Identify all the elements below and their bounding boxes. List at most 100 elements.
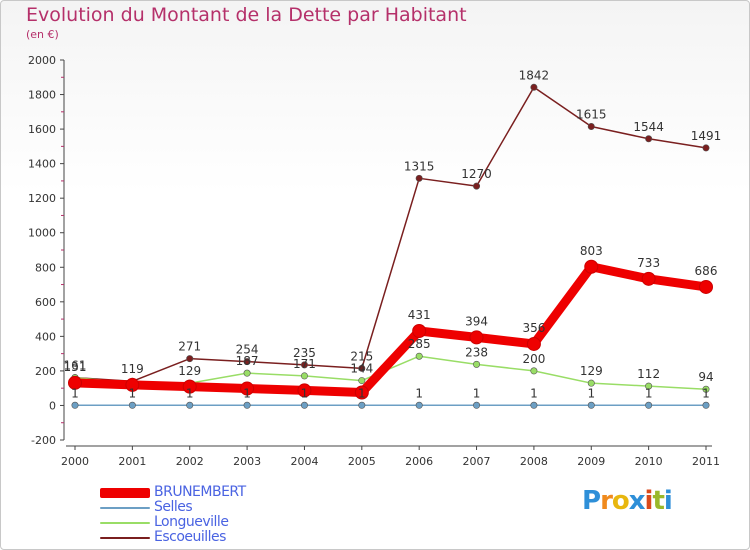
data-label-escoeuilles: 1315 <box>404 159 435 173</box>
data-point-brunembert <box>641 271 656 286</box>
series-line-brunembert <box>70 262 711 397</box>
data-label-brunembert: 356 <box>522 321 545 335</box>
data-point-longueville <box>473 360 481 368</box>
data-label-selles: 1 <box>587 386 595 400</box>
data-point-selles <box>473 401 481 409</box>
data-label-longueville: 187 <box>236 354 259 368</box>
y-tick-label: 600 <box>35 296 56 309</box>
data-label-selles: 1 <box>71 386 79 400</box>
data-label-longueville: 144 <box>350 362 373 376</box>
x-tick-label: 2004 <box>290 455 318 468</box>
data-point-escoeuilles <box>186 355 194 363</box>
legend-swatch <box>100 522 150 524</box>
data-label-longueville: 112 <box>637 367 660 381</box>
data-point-escoeuilles <box>358 364 366 372</box>
data-label-brunembert: 803 <box>580 244 603 258</box>
legend-swatch <box>100 507 150 509</box>
logo-letter: o <box>611 486 630 516</box>
data-point-selles <box>300 401 308 409</box>
data-point-brunembert <box>297 383 312 398</box>
data-label-escoeuilles: 1842 <box>519 68 550 82</box>
data-point-selles <box>243 401 251 409</box>
data-label-brunembert: 119 <box>121 362 144 376</box>
data-point-longueville <box>530 367 538 375</box>
data-label-selles: 1 <box>645 386 653 400</box>
data-point-brunembert <box>469 330 484 345</box>
legend-item: Longueville <box>100 514 320 530</box>
x-tick-label: 2011 <box>692 455 720 468</box>
data-point-brunembert <box>526 336 541 351</box>
y-tick-label: 0 <box>49 399 56 412</box>
legend-label: BRUNEMBERT <box>154 484 246 500</box>
data-label-longueville: 238 <box>465 345 488 359</box>
data-label-selles: 1 <box>129 386 137 400</box>
x-tick-label: 2010 <box>635 455 663 468</box>
data-point-escoeuilles <box>587 123 595 131</box>
data-point-brunembert <box>68 375 82 390</box>
y-tick-label: -200 <box>31 434 56 447</box>
data-point-longueville <box>645 382 653 390</box>
data-point-longueville <box>243 369 251 377</box>
data-label-brunembert: 686 <box>695 264 718 278</box>
legend-label: Escoeuilles <box>154 529 226 545</box>
legend-item: Escoeuilles <box>100 529 320 545</box>
y-tick-label: 1800 <box>28 89 56 102</box>
data-point-escoeuilles <box>415 174 423 182</box>
logo-letter: i <box>663 486 673 516</box>
data-label-escoeuilles: 1491 <box>691 129 722 143</box>
data-point-escoeuilles <box>702 144 710 152</box>
x-tick-label: 2006 <box>405 455 433 468</box>
data-point-selles <box>71 401 79 409</box>
x-tick-label: 2008 <box>520 455 548 468</box>
data-point-brunembert <box>584 259 599 274</box>
data-point-escoeuilles <box>530 83 538 91</box>
data-point-selles <box>587 401 595 409</box>
chart-title: Evolution du Montant de la Dette par Hab… <box>26 4 467 26</box>
legend-label: Selles <box>154 499 193 515</box>
data-label-selles: 1 <box>301 386 309 400</box>
data-label-escoeuilles: 254 <box>236 343 259 357</box>
data-label-longueville: 285 <box>408 337 431 351</box>
proxiti-logo: Proxiti <box>582 486 673 516</box>
data-label-selles: 1 <box>702 386 710 400</box>
y-tick-label: 1000 <box>28 227 56 240</box>
data-point-escoeuilles <box>645 135 653 143</box>
series-line-escoeuilles <box>74 86 707 383</box>
data-label-selles: 1 <box>530 386 538 400</box>
y-tick-label: 1600 <box>28 123 56 136</box>
data-label-escoeuilles: 215 <box>350 349 373 363</box>
data-label-longueville: 94 <box>698 370 713 384</box>
logo-letter: r <box>600 486 613 516</box>
y-tick-label: 1200 <box>28 192 56 205</box>
data-label-selles: 1 <box>358 386 366 400</box>
y-tick-label: 2000 <box>28 54 56 67</box>
data-point-brunembert <box>699 279 713 294</box>
data-point-selles <box>358 401 366 409</box>
data-point-selles <box>645 401 653 409</box>
x-tick-label: 2009 <box>577 455 605 468</box>
data-label-longueville: 200 <box>522 352 545 366</box>
data-point-brunembert <box>412 324 427 339</box>
data-label-brunembert: 131 <box>64 360 87 374</box>
x-tick-label: 2002 <box>176 455 204 468</box>
data-label-selles: 1 <box>186 386 194 400</box>
y-tick-label: 800 <box>35 261 56 274</box>
data-point-longueville <box>415 352 423 360</box>
data-label-escoeuilles: 235 <box>293 346 316 360</box>
data-point-escoeuilles <box>473 182 481 190</box>
chart-subtitle: (en €) <box>26 28 59 41</box>
y-tick-label: 400 <box>35 330 56 343</box>
data-point-selles <box>415 401 423 409</box>
data-point-brunembert <box>125 377 140 392</box>
data-point-longueville <box>358 377 366 385</box>
legend-swatch <box>100 537 150 539</box>
data-label-longueville: 171 <box>293 357 316 371</box>
data-point-brunembert <box>182 379 197 394</box>
data-label-brunembert: 733 <box>637 256 660 270</box>
x-tick-label: 2000 <box>61 455 89 468</box>
data-label-escoeuilles: 1544 <box>633 120 664 134</box>
data-point-longueville <box>587 379 595 387</box>
x-tick-label: 2001 <box>118 455 146 468</box>
data-label-longueville: 129 <box>580 364 603 378</box>
